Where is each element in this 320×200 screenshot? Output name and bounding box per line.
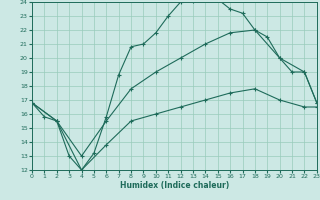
X-axis label: Humidex (Indice chaleur): Humidex (Indice chaleur) xyxy=(120,181,229,190)
